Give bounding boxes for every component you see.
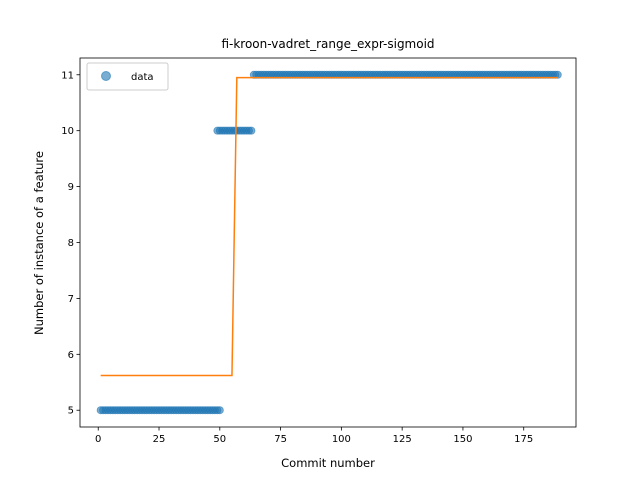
x-tick-label: 125	[393, 434, 412, 445]
data-point	[215, 406, 224, 415]
x-axis-label: Commit number	[281, 456, 375, 470]
x-tick-label: 175	[514, 434, 533, 445]
x-tick-label: 25	[153, 434, 166, 445]
y-tick-label: 8	[68, 238, 74, 249]
data-point	[247, 126, 256, 135]
data-point	[553, 70, 562, 79]
plot-area	[96, 70, 562, 415]
legend-label-data: data	[131, 72, 154, 83]
legend-box	[86, 62, 169, 91]
y-axis-label: Number of instance of a feature	[32, 151, 46, 335]
x-tick-label: 100	[332, 434, 351, 445]
x-tick-label: 50	[213, 434, 226, 445]
x-tick-label: 75	[274, 434, 287, 445]
y-tick-label: 7	[68, 294, 74, 305]
fit-line	[100, 76, 558, 377]
x-tick-label: 150	[453, 434, 472, 445]
legend: data	[86, 62, 169, 91]
y-tick-label: 6	[68, 350, 74, 361]
y-tick-label: 11	[61, 70, 74, 81]
axes: 0 25 50 75 100 125 150 175 5 6 7 8 9 10 11	[61, 57, 577, 445]
chart-title: fi-kroon-vadret_range_expr-sigmoid	[221, 37, 434, 51]
y-tick-label: 5	[68, 406, 74, 417]
y-tick-label: 10	[61, 126, 74, 137]
legend-marker-data	[101, 71, 111, 81]
x-tick-label: 0	[95, 434, 101, 445]
y-tick-label: 9	[68, 182, 74, 193]
